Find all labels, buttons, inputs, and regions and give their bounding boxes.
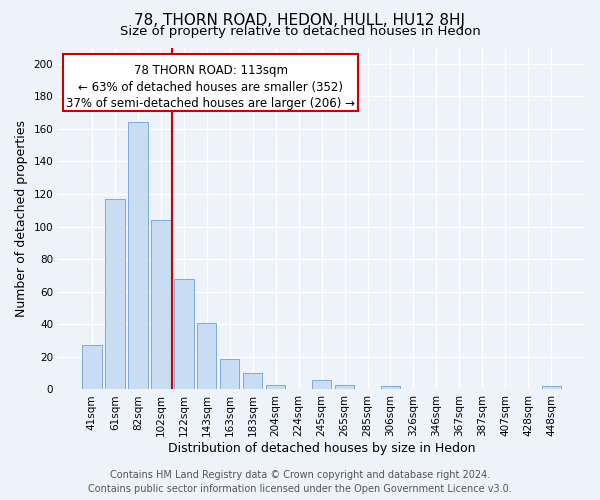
FancyBboxPatch shape [64,54,358,111]
Text: 37% of semi-detached houses are larger (206) →: 37% of semi-detached houses are larger (… [67,97,355,110]
Bar [381,386,400,390]
Bar [105,199,125,390]
Bar [542,386,561,390]
Text: Size of property relative to detached houses in Hedon: Size of property relative to detached ho… [119,25,481,38]
Y-axis label: Number of detached properties: Number of detached properties [15,120,28,317]
Bar [151,220,170,390]
Text: 78, THORN ROAD, HEDON, HULL, HU12 8HJ: 78, THORN ROAD, HEDON, HULL, HU12 8HJ [134,12,466,28]
Bar [266,384,286,390]
Text: 78 THORN ROAD: 113sqm: 78 THORN ROAD: 113sqm [134,64,288,76]
Bar [174,278,194,390]
Bar [243,373,262,390]
Bar [220,358,239,390]
Bar [128,122,148,390]
X-axis label: Distribution of detached houses by size in Hedon: Distribution of detached houses by size … [168,442,475,455]
Text: ← 63% of detached houses are smaller (352): ← 63% of detached houses are smaller (35… [79,80,343,94]
Bar [312,380,331,390]
Bar [82,346,101,390]
Text: Contains HM Land Registry data © Crown copyright and database right 2024.
Contai: Contains HM Land Registry data © Crown c… [88,470,512,494]
Bar [197,322,217,390]
Bar [335,384,355,390]
